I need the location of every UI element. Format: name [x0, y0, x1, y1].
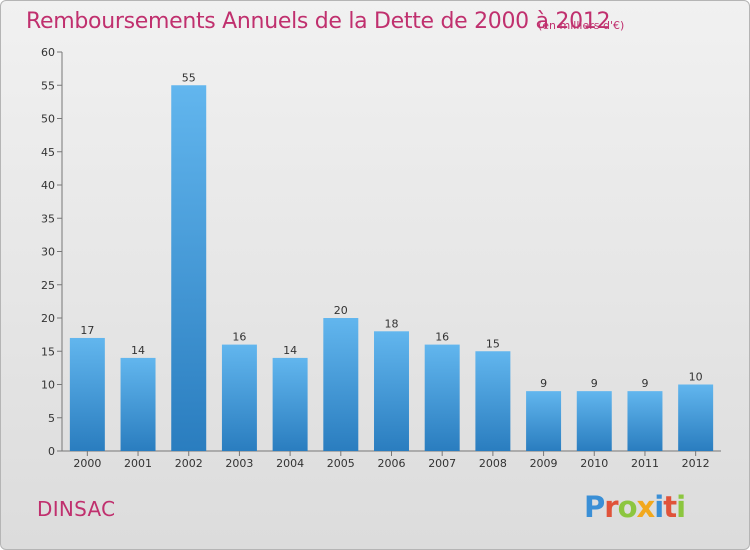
logo-letter: i: [676, 490, 686, 524]
logo-letter: i: [654, 490, 664, 524]
logo-letter: t: [663, 490, 677, 524]
chart-subtitle: (en milliers d'€): [538, 19, 625, 32]
y-tick-label: 5: [48, 412, 55, 425]
x-tick-label: 2009: [530, 457, 558, 470]
logo-letter: x: [636, 490, 656, 524]
data-label: 9: [540, 377, 547, 390]
bar-2004: [272, 357, 308, 451]
x-axis: 2000 2001 2002 2003 2004 2005 2006 2007 2008 2009…: [62, 450, 721, 470]
data-labels: 17 14 55 16 14 20 18 16 15 9 9 9 10: [80, 71, 702, 390]
y-tick-label: 40: [41, 179, 55, 192]
x-tick-label: 2010: [580, 457, 608, 470]
bar-2011: [627, 391, 663, 451]
data-label: 20: [334, 304, 348, 317]
x-tick-label: 2005: [327, 457, 355, 470]
y-tick-label: 30: [41, 246, 55, 259]
data-label: 10: [689, 371, 703, 384]
data-label: 17: [80, 324, 94, 337]
bar-2007: [424, 344, 460, 451]
x-tick-label: 2012: [682, 457, 710, 470]
y-tick-label: 0: [48, 445, 55, 458]
bar-2008: [475, 351, 511, 451]
x-tick-label: 2000: [73, 457, 101, 470]
y-tick-label: 20: [41, 312, 55, 325]
logo-letter: r: [604, 490, 618, 524]
x-tick-label: 2008: [479, 457, 507, 470]
logo-letter: o: [617, 490, 638, 524]
bars: [69, 85, 714, 451]
x-tick-label: 2001: [124, 457, 152, 470]
y-tick-label: 45: [41, 146, 55, 159]
data-label: 18: [385, 317, 399, 330]
y-tick-label: 55: [41, 79, 55, 92]
x-tick-label: 2006: [378, 457, 406, 470]
logo-letter: P: [584, 490, 605, 524]
data-label: 15: [486, 337, 500, 350]
bar-2001: [120, 357, 156, 451]
x-tick-label: 2007: [428, 457, 456, 470]
y-tick-label: 25: [41, 279, 55, 292]
y-tick-label: 35: [41, 212, 55, 225]
bar-2003: [221, 344, 257, 451]
data-label: 55: [182, 71, 196, 84]
proxiti-logo: Proxiti: [584, 490, 686, 524]
town-name: DINSAC: [37, 497, 116, 521]
data-label: 9: [641, 377, 648, 390]
bar-2006: [374, 331, 409, 451]
bar-2002: [171, 85, 207, 451]
data-label: 14: [283, 344, 297, 357]
data-label: 16: [435, 331, 449, 344]
bar-2010: [576, 391, 612, 451]
bar-2000: [69, 337, 105, 451]
y-tick-label: 10: [41, 379, 55, 392]
chart-title: Remboursements Annuels de la Dette de 20…: [26, 9, 611, 34]
data-label: 9: [591, 377, 598, 390]
y-axis: 0 5 10 15 20 25 30 35 40 45 50 55 60: [41, 46, 63, 458]
bar-2009: [526, 391, 562, 451]
bar-2005: [323, 318, 359, 451]
x-tick-label: 2011: [631, 457, 659, 470]
data-label: 14: [131, 344, 145, 357]
y-tick-label: 60: [41, 46, 55, 59]
x-tick-label: 2004: [276, 457, 304, 470]
x-tick-label: 2002: [175, 457, 203, 470]
bar-2012: [678, 384, 714, 451]
y-tick-label: 50: [41, 113, 55, 126]
x-tick-label: 2003: [225, 457, 253, 470]
data-label: 16: [232, 331, 246, 344]
y-tick-label: 15: [41, 345, 55, 358]
